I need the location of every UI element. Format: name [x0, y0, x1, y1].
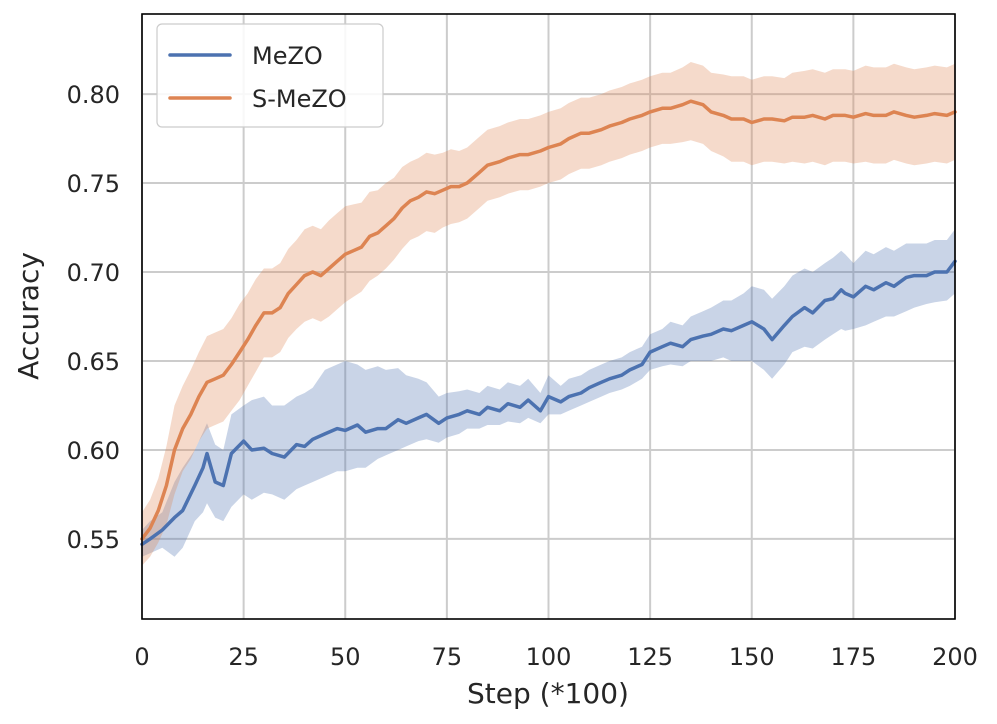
x-tick-label: 125 [627, 643, 673, 671]
x-tick-label: 25 [228, 643, 259, 671]
y-tick-label: 0.55 [67, 526, 120, 554]
series-line-s-mezo [140, 99, 957, 541]
x-tick-label: 0 [134, 643, 149, 671]
y-axis-label: Accuracy [12, 252, 45, 380]
y-tick-label: 0.70 [67, 259, 120, 287]
y-tick-label: 0.75 [67, 170, 120, 198]
y-tick-label: 0.60 [67, 437, 120, 465]
y-tick-label: 0.80 [67, 81, 120, 109]
series-line-mezo [140, 259, 957, 547]
x-axis-label: Step (*100) [467, 677, 629, 710]
x-tick-label: 200 [932, 643, 978, 671]
x-tick-label: 50 [330, 643, 361, 671]
y-axis-ticks: 0.55 0.60 0.65 0.70 0.75 0.80 [67, 81, 120, 554]
x-tick-label: 100 [526, 643, 572, 671]
legend-label-s-mezo: S-MeZO [252, 85, 347, 113]
x-tick-label: 75 [432, 643, 463, 671]
plot-frame [141, 13, 956, 620]
x-axis-ticks: 0 25 50 75 100 125 150 175 200 [134, 643, 978, 671]
band-mezo [142, 229, 955, 557]
x-tick-label: 175 [830, 643, 876, 671]
grid-lines [141, 14, 956, 619]
legend: MeZO S-MeZO [156, 23, 384, 128]
band-s-mezo [142, 62, 955, 566]
x-tick-label: 150 [729, 643, 775, 671]
series-lines [140, 99, 957, 547]
legend-label-mezo: MeZO [252, 42, 323, 70]
confidence-bands [142, 62, 955, 566]
y-tick-label: 0.65 [67, 348, 120, 376]
legend-box [156, 23, 384, 128]
